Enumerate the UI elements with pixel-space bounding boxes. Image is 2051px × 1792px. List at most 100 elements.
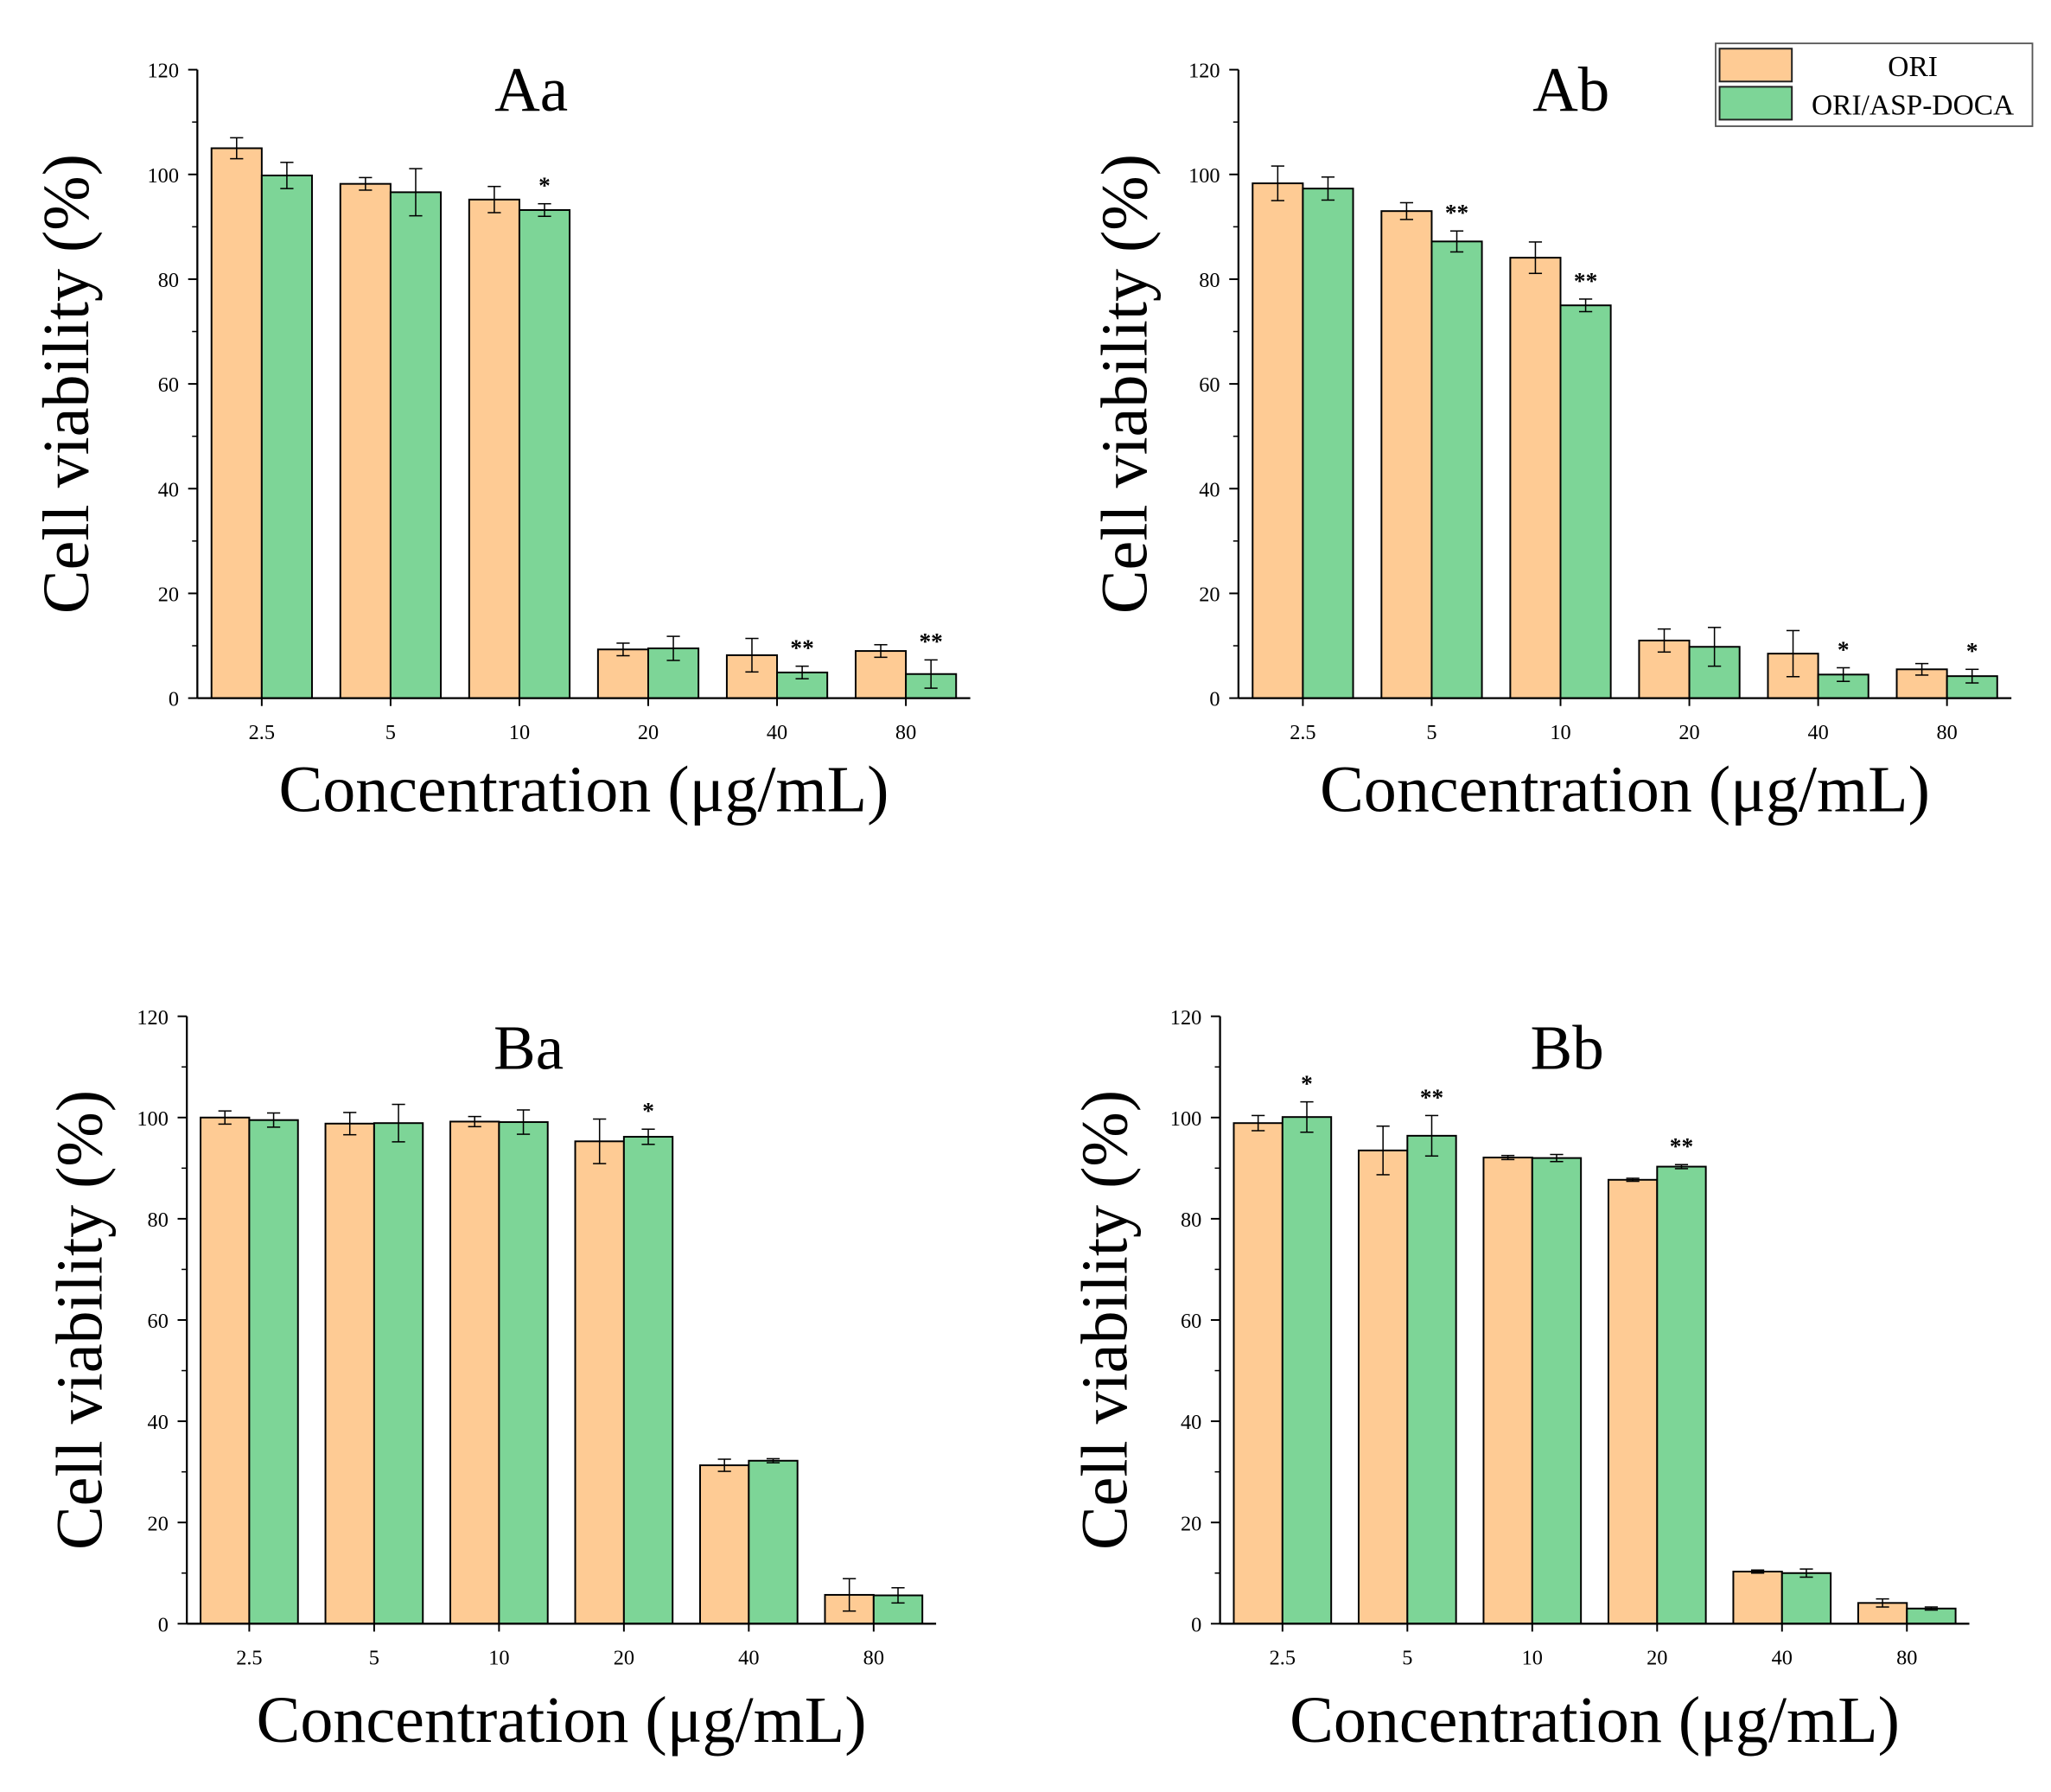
- bar-ori: [1252, 182, 1304, 699]
- bar-ori: [324, 1122, 375, 1625]
- bar-ori: [596, 648, 649, 699]
- significance-label: *: [538, 173, 551, 199]
- x-tick-label: 40: [738, 1646, 759, 1669]
- panel-bb: * 2.5 ** 5 10 ** 20 40 80 0 20 40 60 80 100 120 Bb Concen…: [1069, 1006, 1970, 1757]
- y-tick-label: 100: [1170, 1107, 1202, 1131]
- x-tick-label: 5: [1426, 721, 1436, 744]
- y-tick-label: 20: [148, 1512, 169, 1535]
- bar-ori-asp-doca: [248, 1119, 299, 1625]
- x-tick-label: 10: [1550, 721, 1570, 744]
- bar-ori-asp-doca: [1559, 304, 1612, 699]
- x-tick-label: 20: [638, 721, 659, 744]
- y-tick-label: 40: [158, 478, 179, 501]
- bar-ori: [1732, 1571, 1783, 1625]
- y-tick-label: 20: [1199, 584, 1220, 607]
- bar-ori-asp-doca: [1656, 1165, 1707, 1625]
- bar-ori-asp-doca: [1531, 1157, 1583, 1625]
- y-axis-label: Cell viability (%): [1088, 154, 1161, 614]
- y-axis-label: Cell viability (%): [30, 154, 103, 614]
- x-tick-label: 80: [895, 721, 916, 744]
- y-tick-label: 120: [1170, 1006, 1202, 1030]
- y-tick-label: 80: [158, 269, 179, 292]
- significance-label: **: [1445, 200, 1468, 226]
- bar-ori-asp-doca: [373, 1122, 424, 1625]
- y-tick-label: 0: [1191, 1613, 1201, 1636]
- bar-ori: [1509, 257, 1562, 699]
- bar-ori-asp-doca: [260, 174, 313, 699]
- significance-label: **: [1420, 1084, 1443, 1110]
- x-tick-label: 20: [1647, 1646, 1667, 1669]
- bar-ori: [210, 147, 263, 699]
- x-tick-label: 40: [767, 721, 787, 744]
- y-tick-label: 0: [158, 1613, 169, 1636]
- x-tick-label: 2.5: [236, 1646, 262, 1669]
- x-tick-label: 40: [1772, 1646, 1793, 1669]
- significance-label: *: [1301, 1070, 1313, 1096]
- x-tick-label: 5: [385, 721, 396, 744]
- y-axis-label: Cell viability (%): [43, 1090, 116, 1550]
- y-tick-label: 20: [158, 584, 179, 607]
- chart-title: Bb: [1531, 1012, 1604, 1082]
- x-tick-label: 2.5: [1290, 721, 1315, 744]
- y-tick-label: 120: [137, 1006, 168, 1030]
- bar-ori-asp-doca: [1281, 1116, 1333, 1625]
- x-tick-label: 20: [1678, 721, 1699, 744]
- bar-ori-asp-doca: [389, 191, 443, 699]
- panel-ab: 2.5 ** 5 ** 10 20 * 40 * 80 0 20 40 60 80 100 120 Ab Conce…: [1088, 54, 2012, 826]
- significance-label: *: [642, 1098, 654, 1124]
- y-tick-label: 100: [1188, 164, 1220, 188]
- y-tick-label: 20: [1181, 1512, 1201, 1535]
- bar-ori-asp-doca: [498, 1121, 549, 1625]
- bar-ori: [1607, 1178, 1659, 1625]
- bar-ori: [200, 1116, 251, 1625]
- x-tick-label: 2.5: [249, 721, 275, 744]
- y-tick-label: 80: [148, 1208, 169, 1232]
- bar-ori-asp-doca: [1406, 1134, 1457, 1625]
- bar-ori-asp-doca: [748, 1459, 799, 1625]
- x-tick-label: 20: [614, 1646, 634, 1669]
- y-tick-label: 60: [158, 373, 179, 397]
- x-axis-label: Concentration (μg/mL): [257, 1684, 867, 1757]
- significance-label: **: [1670, 1133, 1693, 1159]
- bar-ori: [1357, 1149, 1409, 1625]
- y-tick-label: 40: [1181, 1411, 1201, 1434]
- y-tick-label: 100: [137, 1107, 168, 1131]
- y-axis-label: Cell viability (%): [1069, 1090, 1142, 1550]
- y-tick-label: 40: [1199, 478, 1220, 501]
- y-tick-label: 120: [1188, 60, 1220, 83]
- bar-ori: [1482, 1157, 1533, 1625]
- x-tick-label: 5: [1402, 1646, 1412, 1669]
- bar-ori: [574, 1140, 625, 1625]
- x-axis-label: Concentration (μg/mL): [1290, 1684, 1900, 1757]
- bar-ori-asp-doca: [1430, 240, 1483, 699]
- x-tick-label: 2.5: [1270, 1646, 1296, 1669]
- significance-label: **: [919, 628, 942, 654]
- legend-swatch: [1718, 86, 1793, 121]
- bar-ori: [468, 198, 520, 699]
- y-tick-label: 0: [169, 688, 179, 711]
- x-tick-label: 10: [509, 721, 530, 744]
- chart-title: Ab: [1532, 54, 1609, 124]
- bar-ori-asp-doca: [1906, 1607, 1957, 1625]
- x-axis-label: Concentration (μg/mL): [279, 753, 889, 826]
- significance-label: *: [1838, 636, 1850, 662]
- x-tick-label: 80: [863, 1646, 884, 1669]
- significance-label: **: [790, 635, 813, 660]
- bar-ori-asp-doca: [622, 1136, 674, 1625]
- y-tick-label: 60: [148, 1310, 169, 1333]
- bar-ori: [1380, 210, 1433, 699]
- y-tick-label: 60: [1199, 373, 1220, 397]
- x-tick-label: 40: [1807, 721, 1828, 744]
- legend-label: ORI: [1888, 51, 1938, 83]
- chart-title: Ba: [494, 1012, 564, 1082]
- legend: ORI ORI/ASP-DOCA: [1715, 42, 2034, 127]
- significance-label: *: [1966, 638, 1978, 664]
- y-tick-label: 80: [1181, 1208, 1201, 1232]
- y-tick-label: 80: [1199, 269, 1220, 292]
- bar-ori: [1233, 1122, 1283, 1625]
- significance-label: **: [1574, 268, 1597, 294]
- x-axis-label: Concentration (μg/mL): [1320, 753, 1930, 826]
- y-tick-label: 120: [148, 60, 179, 83]
- legend-label: ORI/ASP-DOCA: [1812, 89, 2014, 121]
